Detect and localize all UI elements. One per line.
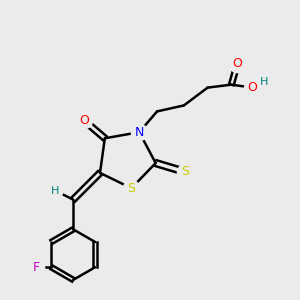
Text: F: F: [33, 261, 40, 274]
Text: O: O: [247, 81, 257, 94]
Text: S: S: [128, 182, 135, 195]
Text: O: O: [232, 57, 242, 70]
Text: O: O: [79, 114, 89, 127]
Text: N: N: [135, 126, 144, 139]
Text: S: S: [182, 166, 189, 178]
Text: H: H: [51, 186, 60, 196]
Text: H: H: [260, 77, 268, 87]
